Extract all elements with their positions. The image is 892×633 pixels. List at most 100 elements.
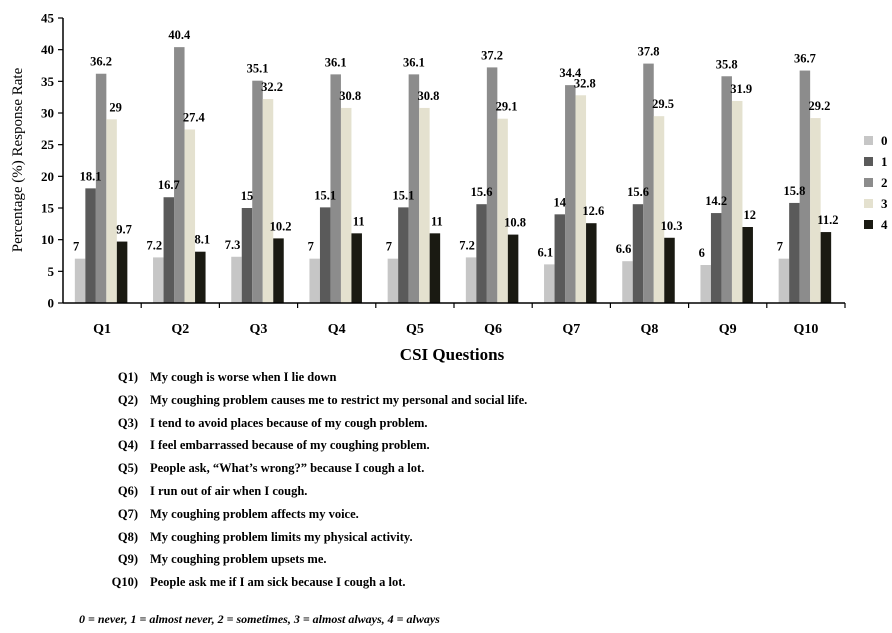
bar — [789, 202, 800, 303]
data-label: 18.1 — [80, 169, 102, 183]
data-label: 31.9 — [730, 82, 752, 96]
data-label: 36.2 — [90, 55, 112, 69]
bar — [507, 234, 519, 303]
y-tick-label: 5 — [48, 264, 55, 279]
data-label: 36.1 — [325, 55, 347, 69]
y-tick-label: 15 — [41, 201, 55, 216]
data-label: 40.4 — [168, 28, 191, 42]
bar — [340, 107, 352, 303]
bar — [408, 74, 420, 303]
legend-label: 3 — [881, 196, 888, 211]
bar — [398, 207, 409, 303]
bar — [700, 265, 711, 303]
question-item: Q5) People ask, “What’s wrong?” because I… — [96, 457, 527, 480]
data-label: 14 — [554, 195, 567, 209]
data-label: 14.2 — [705, 194, 727, 208]
bar — [429, 233, 441, 303]
data-label: 7.2 — [146, 238, 162, 252]
data-label: 11 — [431, 214, 443, 228]
bar — [465, 257, 477, 303]
data-label: 32.8 — [574, 76, 596, 90]
y-tick-label: 35 — [41, 74, 55, 89]
bar — [742, 227, 753, 303]
question-text: People ask me if I am sick because I cou… — [150, 575, 406, 590]
bar — [586, 223, 597, 303]
bar — [731, 100, 743, 303]
bar — [799, 70, 811, 303]
data-label: 37.2 — [481, 48, 503, 62]
data-label: 7.3 — [225, 238, 241, 252]
x-axis-title: CSI Questions — [400, 345, 505, 364]
data-label: 32.2 — [261, 80, 283, 94]
data-label: 6.6 — [616, 242, 632, 256]
data-label: 35.1 — [247, 62, 269, 76]
data-label: 11 — [353, 214, 365, 228]
x-axis: Q1 Q2 Q3 Q4 Q5 Q6 Q7 Q8 Q9 Q10 — [63, 302, 846, 337]
question-item: Q6) I run out of air when I cough. — [96, 480, 527, 503]
legend-swatch — [864, 220, 873, 229]
question-text: My coughing problem affects my voice. — [150, 506, 359, 521]
question-code: Q7) — [117, 506, 138, 521]
data-label: 6 — [699, 246, 705, 260]
legend-swatch — [864, 136, 873, 145]
bar — [664, 237, 675, 303]
data-label: 9.7 — [116, 223, 132, 237]
question-item: Q7) My coughing problem affects my voice. — [96, 503, 527, 526]
x-tick-label: Q1 — [93, 322, 111, 337]
legend-swatch — [864, 199, 873, 208]
data-label: 6.1 — [537, 245, 553, 259]
bar — [419, 107, 430, 303]
legend-label: 1 — [881, 154, 888, 169]
scale-note: 0 = never, 1 = almost never, 2 = sometim… — [79, 612, 440, 626]
bar — [643, 63, 654, 303]
bar — [319, 207, 331, 303]
question-code: Q8) — [117, 529, 138, 544]
question-code: Q2) — [117, 392, 138, 407]
data-label: 15.8 — [783, 184, 805, 198]
question-list: Q1) My cough is worse when I lie down Q2) M… — [96, 366, 528, 594]
bar — [544, 264, 555, 303]
question-code: Q10) — [111, 575, 138, 590]
data-label: 10.2 — [270, 219, 292, 233]
bar — [163, 197, 175, 303]
data-label: 15.6 — [627, 185, 649, 199]
question-code: Q1) — [117, 370, 138, 384]
bar — [710, 213, 722, 303]
question-item: Q10) People ask me if I am sick because I… — [96, 571, 527, 594]
y-tick-label: 10 — [41, 232, 54, 247]
question-code: Q9) — [117, 552, 138, 567]
question-code: Q6) — [117, 483, 138, 498]
question-item: Q3) I tend to avoid places because of my … — [96, 412, 527, 435]
data-label: 10.3 — [661, 219, 683, 233]
question-text: I feel embarrassed because of my coughin… — [150, 438, 430, 453]
bar — [330, 74, 341, 303]
question-text: People ask, “What’s wrong?” because I co… — [150, 461, 425, 476]
bar — [262, 99, 274, 303]
bar — [820, 232, 832, 303]
y-axis: 0 5 10 15 20 25 30 35 40 45 — [41, 11, 64, 311]
bars — [74, 47, 832, 304]
question-item: Q9) My coughing problem upsets me. — [96, 548, 527, 571]
bar — [351, 233, 362, 303]
data-label: 36.7 — [794, 52, 816, 66]
bar — [653, 116, 665, 304]
data-label: 12 — [743, 208, 756, 222]
data-label: 12.6 — [582, 204, 604, 218]
question-text: My coughing problem upsets me. — [150, 552, 327, 567]
bar — [252, 80, 263, 303]
y-tick-label: 25 — [41, 137, 55, 152]
data-label: 7 — [308, 240, 314, 254]
question-text: My coughing problem limits my physical a… — [150, 529, 413, 544]
question-text: My cough is worse when I lie down — [150, 370, 337, 384]
x-tick-label: Q8 — [641, 322, 659, 337]
legend-label: 0 — [881, 133, 888, 148]
y-axis-title: Percentage (%) Response Rate — [10, 67, 26, 252]
bar — [309, 258, 320, 303]
y-tick-label: 40 — [41, 42, 54, 57]
data-labels: 7 18.1 36.2 29 9.7 7.2 16.7 40.4 27.4 8.1 7.3 15 35.… — [73, 28, 839, 260]
question-item: Q1) My cough is worse when I lie down — [96, 366, 527, 389]
data-label: 11.2 — [817, 213, 838, 227]
bar — [497, 118, 508, 303]
bar — [554, 214, 566, 303]
